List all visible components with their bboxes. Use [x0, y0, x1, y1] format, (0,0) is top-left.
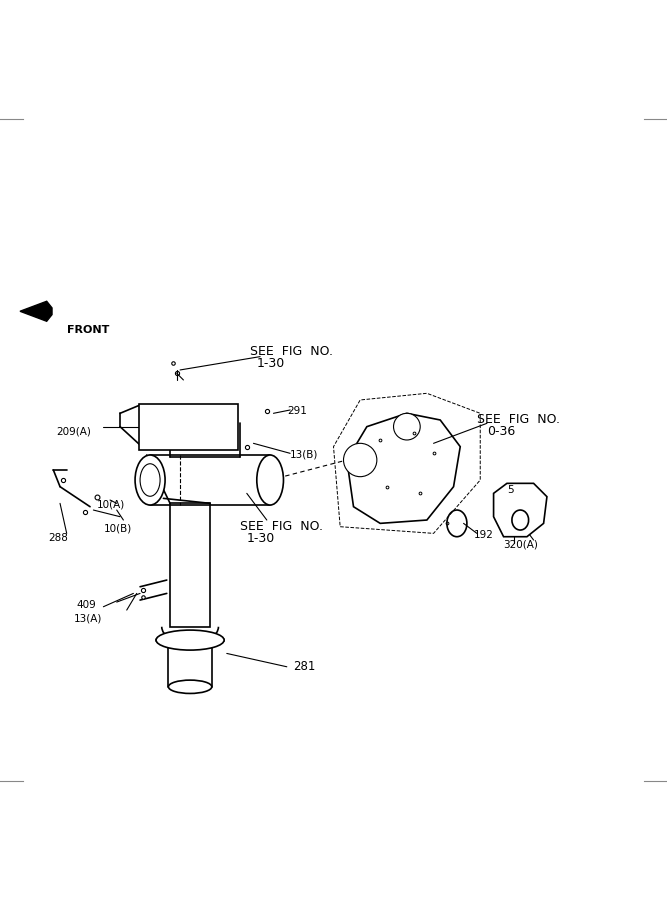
Circle shape	[394, 413, 420, 440]
Text: SEE  FIG  NO.: SEE FIG NO.	[250, 345, 333, 358]
Text: SEE  FIG  NO.: SEE FIG NO.	[240, 520, 323, 533]
Ellipse shape	[156, 633, 224, 647]
FancyBboxPatch shape	[139, 403, 238, 450]
Text: 1-30: 1-30	[257, 356, 285, 370]
Text: 209(A): 209(A)	[57, 427, 91, 437]
Text: FRONT: FRONT	[67, 325, 109, 335]
Text: 281: 281	[293, 661, 316, 673]
Polygon shape	[347, 413, 460, 524]
Circle shape	[344, 444, 377, 477]
Text: 13(A): 13(A)	[73, 614, 102, 624]
Text: 10(A): 10(A)	[97, 500, 125, 509]
Ellipse shape	[168, 680, 212, 694]
Text: 1-30: 1-30	[247, 532, 275, 545]
Text: 192: 192	[474, 530, 494, 540]
Text: 291: 291	[287, 406, 307, 417]
Text: 320(A): 320(A)	[504, 540, 538, 550]
Polygon shape	[20, 302, 52, 321]
Text: 409: 409	[77, 599, 97, 609]
Ellipse shape	[135, 455, 165, 505]
Text: 0-36: 0-36	[487, 426, 515, 438]
Text: 288: 288	[49, 533, 69, 543]
Text: SEE  FIG  NO.: SEE FIG NO.	[477, 413, 560, 427]
Ellipse shape	[156, 630, 224, 650]
Text: 5: 5	[507, 485, 514, 495]
Polygon shape	[494, 483, 547, 536]
Text: 13(B): 13(B)	[290, 450, 319, 460]
Ellipse shape	[257, 455, 283, 505]
Ellipse shape	[140, 464, 160, 496]
Text: 10(B): 10(B)	[103, 524, 131, 534]
FancyBboxPatch shape	[170, 503, 210, 626]
